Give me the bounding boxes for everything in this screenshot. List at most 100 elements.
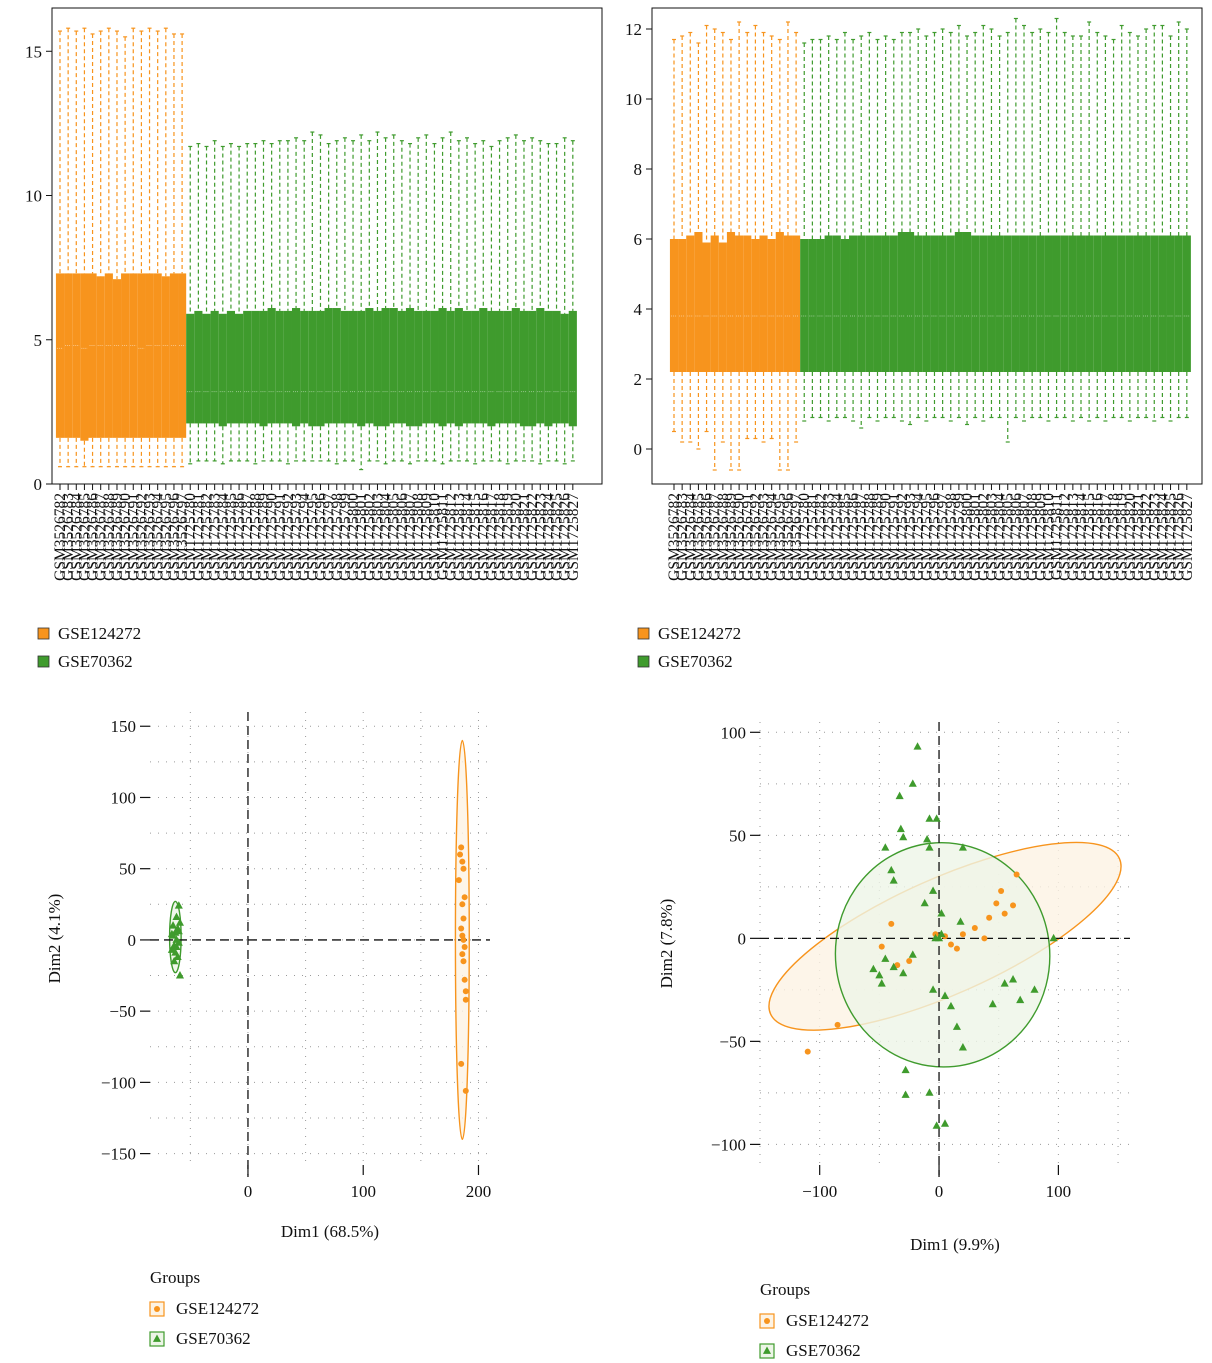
box-GSE70362 [397, 310, 406, 424]
point-GSE70362 [889, 962, 898, 971]
point-GSE70362 [881, 843, 890, 851]
box-GSE70362 [544, 310, 553, 427]
sample-label: GSM1725801 [967, 493, 984, 581]
box-GSE70362 [832, 235, 841, 372]
sample-label: GSM3526797 [788, 493, 805, 581]
sample-label: GSM3526786 [85, 493, 102, 581]
box-GSE70362 [454, 308, 463, 427]
sample-label: GSM1725808 [410, 493, 427, 581]
sample-label: GSM3526785 [690, 493, 707, 581]
box-GSE70362 [971, 235, 980, 372]
box-GSE124272 [710, 235, 719, 372]
legend-label: GSE124272 [786, 1311, 869, 1330]
y-tick-label: 100 [111, 788, 137, 807]
sample-label: GSM1725801 [353, 493, 370, 581]
sample-label: GSM1725799 [337, 493, 354, 581]
point-GSE70362 [173, 952, 182, 960]
y-tick-label: 6 [634, 230, 643, 249]
box-GSE70362 [194, 310, 203, 424]
point-GSE70362 [172, 942, 181, 950]
box-GSE70362 [873, 235, 882, 372]
sample-label: GSM1725789 [256, 493, 273, 581]
point-GSE70362 [929, 886, 938, 894]
box-GSE70362 [479, 308, 488, 424]
point-GSE70362 [887, 865, 896, 874]
box-GSE124272 [169, 273, 179, 438]
box-GSE124272 [775, 232, 784, 372]
box-GSE70362 [259, 310, 268, 427]
sample-label: GSM3526784 [68, 493, 85, 581]
point-GSE70362 [901, 1090, 910, 1098]
sample-label: GSM1725807 [1016, 493, 1033, 581]
box-GSE70362 [519, 310, 529, 427]
y-tick-label: 0 [738, 929, 747, 948]
box-GSE124272 [129, 273, 138, 438]
sample-label: GSM3526796 [166, 493, 183, 581]
y-tick-label: −50 [719, 1032, 746, 1051]
point-GSE124272 [455, 877, 462, 884]
sample-label: GSM1725814 [1073, 493, 1090, 581]
point-GSE124272 [1010, 902, 1017, 909]
legend-title: Groups [150, 1268, 200, 1287]
sample-label: GSM1725785 [223, 493, 240, 581]
box-GSE70362 [1028, 235, 1037, 372]
sample-label: GSM1725807 [402, 493, 419, 581]
point-GSE124272 [460, 936, 467, 943]
box-plot-top-right: 024681012GSM3526782GSM3526783GSM3526784G… [625, 7, 1203, 671]
point-GSE124272 [947, 941, 954, 948]
point-GSE70362 [170, 956, 179, 965]
sample-label: GSM1725819 [500, 493, 517, 581]
box-GSE70362 [922, 235, 931, 372]
point-GSE70362 [956, 917, 965, 925]
y-tick-label: 0 [128, 931, 137, 950]
sample-label: GSM1725809 [418, 493, 435, 581]
sample-label: GSM1725808 [1024, 493, 1041, 581]
box-GSE70362 [1060, 235, 1069, 372]
sample-label: GSM3526794 [150, 493, 167, 581]
box-GSE70362 [1052, 235, 1061, 372]
point-GSE124272 [459, 858, 466, 865]
legend-label: GSE70362 [658, 652, 733, 671]
point-GSE70362 [896, 824, 905, 833]
point-GSE124272 [804, 1048, 811, 1055]
point-GSE124272 [459, 951, 466, 958]
box-GSE124272 [64, 273, 73, 438]
box-GSE70362 [381, 308, 390, 427]
point-GSE70362 [1000, 979, 1009, 987]
point-GSE124272 [878, 943, 885, 950]
x-tick-label: 0 [244, 1182, 253, 1201]
sample-label: GSM1725793 [288, 493, 305, 581]
x-tick-label: 100 [1046, 1182, 1072, 1201]
sample-label: GSM1725812 [1057, 493, 1074, 581]
box-GSE70362 [373, 310, 382, 427]
point-GSE70362 [889, 876, 898, 884]
sample-label: GSM3526785 [76, 493, 93, 581]
point-GSE124272 [906, 958, 913, 965]
box-GSE70362 [487, 310, 496, 427]
y-tick-label: 12 [625, 20, 642, 39]
box-GSE70362 [340, 310, 349, 424]
sample-label: GSM1725824 [540, 493, 557, 581]
box-GSE70362 [954, 232, 963, 372]
box-GSE124272 [669, 239, 679, 372]
point-GSE70362 [923, 834, 932, 843]
box-GSE70362 [840, 239, 850, 372]
sample-label: GSM1725821 [516, 493, 533, 581]
point-GSE70362 [946, 1001, 956, 1010]
box-GSE70362 [495, 310, 504, 424]
y-tick-label: 5 [34, 331, 43, 350]
sample-label: GSM1725820 [508, 493, 525, 581]
sample-label: GSM1725800 [345, 493, 362, 581]
sample-label: GSM1725790 [264, 493, 281, 581]
box-GSE70362 [1125, 235, 1134, 372]
box-GSE124272 [104, 273, 113, 438]
sample-label: GSM3526791 [739, 493, 756, 581]
box-GSE70362 [1036, 235, 1045, 372]
sample-label: GSM3526788 [715, 493, 732, 581]
sample-label: GSM1725815 [467, 493, 484, 581]
sample-label: GSM3526789 [723, 493, 740, 581]
box-GSE124272 [96, 276, 105, 438]
sample-label: GSM1725806 [1008, 493, 1025, 581]
legend-swatch [637, 627, 650, 640]
box-GSE70362 [275, 310, 284, 424]
